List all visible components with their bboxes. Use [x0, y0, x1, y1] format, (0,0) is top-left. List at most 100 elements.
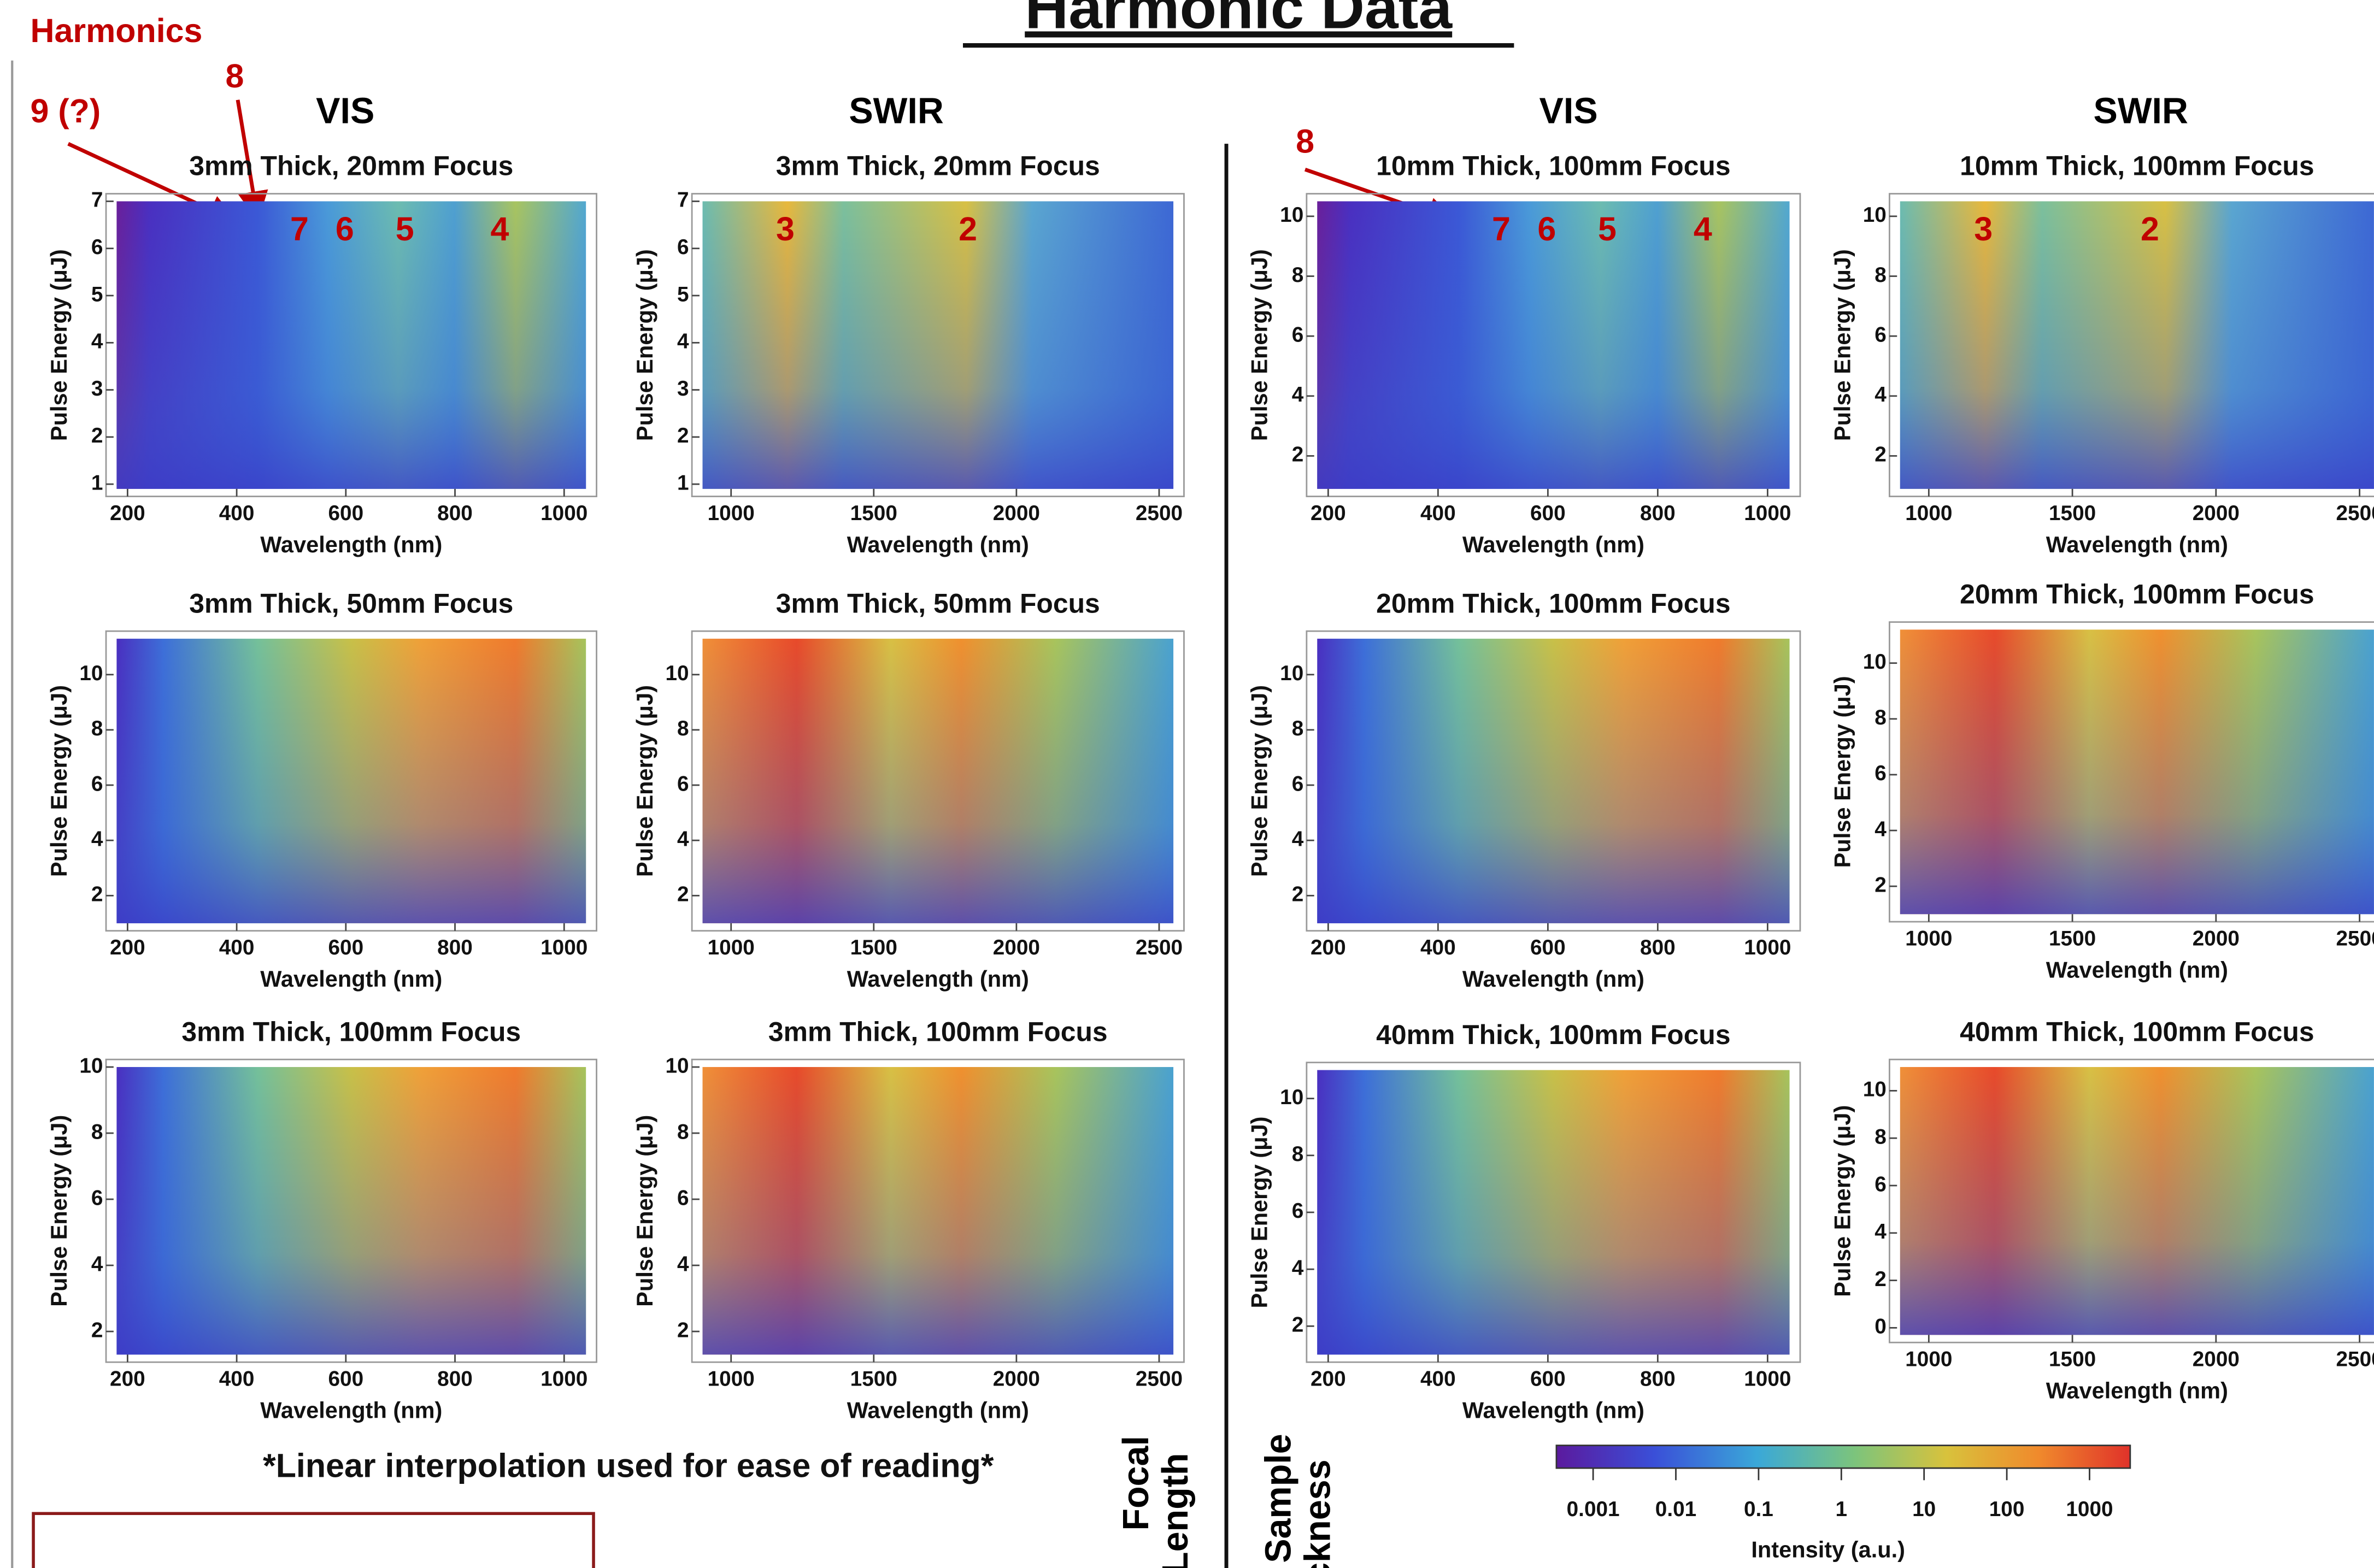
- y-tick-label: 10: [1863, 203, 1887, 227]
- x-axis-label: Wavelength (nm): [260, 1398, 442, 1423]
- y-tick-label: 2: [1874, 1268, 1887, 1291]
- heatmap-shade: [116, 201, 586, 489]
- y-tick-label: 2: [91, 883, 103, 906]
- y-tick-label: 8: [1292, 263, 1304, 287]
- x-tick-label: 1000: [708, 502, 755, 525]
- x-tick-label: 800: [437, 502, 473, 525]
- x-tick-label: 1000: [540, 502, 587, 525]
- heatmap-shade: [702, 639, 1174, 923]
- plot-frame: [1889, 621, 2374, 923]
- harmonic-label: 7: [290, 210, 309, 247]
- y-tick-label: 2: [91, 1318, 103, 1342]
- colorbar-tick-label: 10: [1912, 1498, 1936, 1521]
- y-tick-label: 8: [1292, 1142, 1304, 1166]
- y-tick-label: 2: [1874, 873, 1887, 897]
- colorbar-tick-label: 0.01: [1655, 1498, 1696, 1521]
- x-axis-label: Wavelength (nm): [847, 1398, 1029, 1423]
- y-tick-label: 10: [1280, 662, 1303, 685]
- x-tick-label: 1500: [850, 502, 897, 525]
- heatmap-shade: [1900, 629, 2374, 915]
- x-tick-label: 200: [110, 936, 145, 959]
- y-axis-label: Pulse Energy (μJ): [1247, 685, 1272, 877]
- x-tick-label: 2000: [993, 1367, 1040, 1391]
- page-title: Harmonic Data: [1025, 0, 1453, 41]
- y-tick-label: 4: [677, 827, 689, 851]
- colorbar-tick-label: 1000: [2066, 1498, 2113, 1521]
- colorbar-label: Intensity (a.u.): [1751, 1536, 1905, 1562]
- x-tick-label: 400: [219, 1367, 255, 1391]
- y-axis-label: Pulse Energy (μJ): [46, 249, 72, 441]
- y-tick-label: 6: [91, 1186, 103, 1210]
- y-tick-label: 4: [677, 330, 689, 353]
- plot-frame: [105, 630, 597, 932]
- x-tick-label: 2000: [2193, 1348, 2240, 1371]
- x-tick-label: 1500: [850, 936, 897, 959]
- plot-frame: [691, 193, 1185, 498]
- chart-title: 10mm Thick, 100mm Focus: [1960, 151, 2314, 181]
- plot-frame: [1306, 193, 1801, 498]
- x-tick-label: 600: [1530, 502, 1566, 525]
- y-tick-label: 2: [677, 883, 689, 906]
- harmonic-label: 4: [490, 210, 509, 247]
- x-tick-label: 400: [1420, 936, 1456, 959]
- y-tick-label: 6: [1292, 772, 1304, 795]
- x-tick-label: 400: [219, 502, 255, 525]
- x-axis-label: Wavelength (nm): [847, 532, 1029, 557]
- harmonic-label: 2: [2141, 210, 2159, 247]
- y-tick-label: 8: [91, 1120, 103, 1143]
- y-axis-label: Pulse Energy (μJ): [632, 1115, 657, 1307]
- harmonic-label: 5: [396, 210, 414, 247]
- harmonic-label: 5: [1598, 210, 1617, 247]
- harmonic-label: 4: [1694, 210, 1712, 247]
- y-axis-label: Pulse Energy (μJ): [1247, 249, 1272, 441]
- y-tick-label: 5: [677, 282, 689, 306]
- axis-note: Length: [1155, 1453, 1196, 1568]
- legend-box: [32, 1512, 595, 1568]
- chart-title: 3mm Thick, 100mm Focus: [768, 1016, 1108, 1047]
- chart-title: 3mm Thick, 20mm Focus: [189, 151, 513, 181]
- x-tick-label: 1000: [1905, 927, 1952, 951]
- plot-frame: [105, 193, 597, 498]
- x-tick-label: 2000: [2193, 927, 2240, 951]
- arrow-label: 8: [226, 57, 244, 95]
- x-tick-label: 600: [328, 936, 363, 959]
- y-tick-label: 10: [79, 662, 103, 685]
- heatmap-shade: [702, 201, 1174, 489]
- x-tick-label: 1000: [1744, 936, 1791, 959]
- plot-frame: [1889, 193, 2374, 498]
- plot-frame: [1889, 1058, 2374, 1343]
- x-tick-label: 600: [1530, 1367, 1566, 1391]
- y-tick-label: 6: [1292, 323, 1304, 346]
- y-tick-label: 6: [677, 235, 689, 259]
- column-header: VIS: [316, 91, 374, 131]
- x-axis-label: Wavelength (nm): [2046, 1378, 2228, 1404]
- y-tick-label: 10: [79, 1054, 103, 1077]
- x-tick-label: 1500: [2049, 1348, 2096, 1371]
- y-tick-label: 2: [677, 424, 689, 447]
- footnote: *Linear interpolation used for ease of r…: [263, 1447, 994, 1484]
- y-tick-label: 2: [1292, 443, 1304, 467]
- y-tick-label: 6: [1874, 323, 1887, 346]
- arrow: [236, 99, 268, 222]
- chart-title: 20mm Thick, 100mm Focus: [1960, 579, 2314, 610]
- x-tick-label: 2500: [2336, 502, 2374, 525]
- x-tick-label: 2500: [1136, 502, 1183, 525]
- heatmap-shade: [1317, 639, 1790, 923]
- arrow-label: 8: [1296, 122, 1314, 160]
- y-tick-label: 1: [91, 471, 103, 494]
- x-tick-label: 1000: [1905, 502, 1952, 525]
- y-tick-label: 10: [1863, 1078, 1887, 1101]
- x-axis-label: Wavelength (nm): [1462, 532, 1644, 557]
- plot-frame: [105, 1058, 597, 1363]
- y-tick-label: 10: [665, 1054, 689, 1077]
- y-tick-label: 4: [91, 827, 103, 851]
- y-tick-label: 6: [677, 772, 689, 795]
- x-tick-label: 400: [1420, 502, 1456, 525]
- column-header: SWIR: [849, 91, 944, 131]
- x-tick-label: 2500: [2336, 1348, 2374, 1371]
- x-tick-label: 200: [1311, 936, 1346, 959]
- x-tick-label: 2000: [2193, 502, 2240, 525]
- y-tick-label: 4: [1874, 1220, 1887, 1243]
- y-tick-label: 2: [1292, 1313, 1304, 1337]
- y-tick-label: 8: [1874, 1125, 1887, 1148]
